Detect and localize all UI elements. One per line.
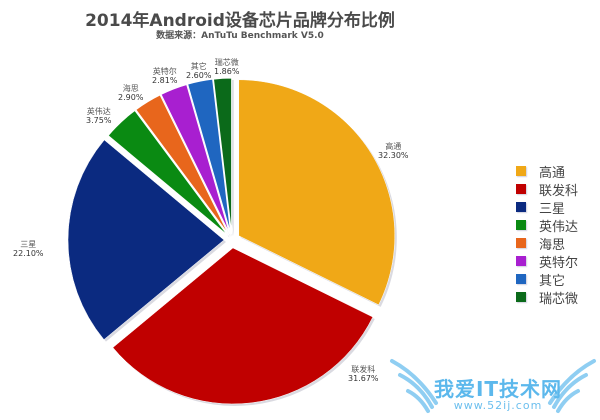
pie-slice-7	[212, 77, 233, 235]
legend-item-qualcomm[interactable]: 高通	[516, 162, 578, 181]
chart-subtitle: 数据来源：AnTuTu Benchmark V5.0	[156, 31, 324, 41]
legend-item-intel[interactable]: 英特尔	[516, 252, 578, 271]
legend-swatch-icon	[516, 184, 526, 194]
legend-swatch-icon	[516, 274, 526, 284]
legend-swatch-icon	[516, 202, 526, 212]
legend-swatch-icon	[516, 166, 526, 176]
legend-item-rockchip[interactable]: 瑞芯微	[516, 288, 578, 307]
chart-title: 2014年Android设备芯片品牌分布比例	[85, 11, 395, 31]
slice-label-qualcomm: 高通 32.30%	[378, 142, 409, 160]
slice-label-rockchip: 瑞芯微 1.86%	[214, 58, 240, 76]
slice-label-other: 其它 2.60%	[186, 62, 212, 80]
pie-slice-1	[112, 247, 374, 405]
pie-slice-3	[107, 109, 229, 237]
legend-item-other[interactable]: 其它	[516, 270, 578, 289]
pie-slice-2	[67, 139, 225, 340]
pie-slice-4	[135, 94, 230, 236]
legend-swatch-icon	[516, 220, 526, 230]
chart-legend: 高通 联发科 三星 英伟达 海思 英特尔 其它 瑞芯微	[516, 162, 578, 307]
pie-slice-5	[160, 83, 231, 235]
legend-item-samsung[interactable]: 三星	[516, 198, 578, 217]
legend-swatch-icon	[516, 292, 526, 302]
slice-label-mediatek: 联发科 31.67%	[348, 365, 379, 383]
legend-swatch-icon	[516, 238, 526, 248]
slice-label-samsung: 三星 22.10%	[13, 240, 44, 258]
slice-label-hisilicon: 海思 2.90%	[118, 84, 144, 102]
legend-item-nvidia[interactable]: 英伟达	[516, 216, 578, 235]
legend-item-mediatek[interactable]: 联发科	[516, 180, 578, 199]
legend-swatch-icon	[516, 256, 526, 266]
pie-slice-0	[238, 79, 396, 306]
legend-item-hisilicon[interactable]: 海思	[516, 234, 578, 253]
slice-label-intel: 英特尔 2.81%	[152, 67, 178, 85]
pie-slice-6	[187, 78, 232, 235]
slice-label-nvidia: 英伟达 3.75%	[86, 107, 112, 125]
